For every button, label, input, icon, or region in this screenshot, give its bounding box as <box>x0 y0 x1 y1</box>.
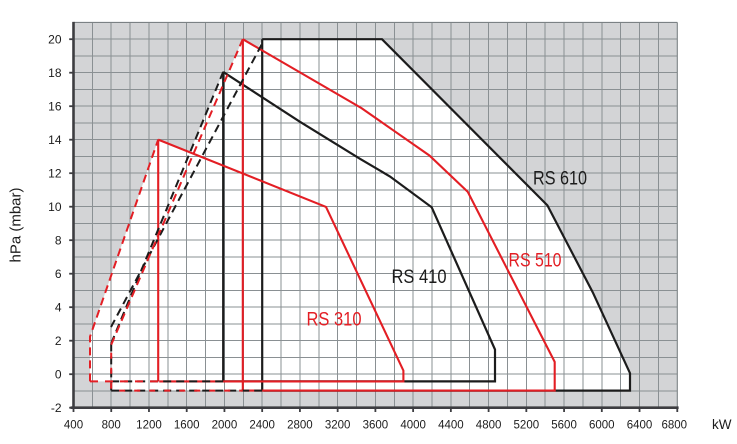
svg-text:-2: -2 <box>51 401 62 415</box>
svg-text:6: 6 <box>55 267 62 281</box>
svg-text:2400: 2400 <box>249 420 275 432</box>
svg-text:4: 4 <box>55 300 62 314</box>
svg-text:0: 0 <box>55 367 62 381</box>
svg-text:RS 310: RS 310 <box>307 310 362 331</box>
svg-text:6800: 6800 <box>662 420 688 432</box>
svg-text:5200: 5200 <box>514 420 540 432</box>
svg-text:400: 400 <box>64 420 83 432</box>
svg-text:5600: 5600 <box>551 420 577 432</box>
svg-text:800: 800 <box>102 420 121 432</box>
svg-text:20: 20 <box>48 32 62 46</box>
svg-text:10: 10 <box>48 200 62 214</box>
svg-text:6000: 6000 <box>589 420 615 432</box>
svg-text:2800: 2800 <box>287 420 313 432</box>
svg-text:6400: 6400 <box>627 420 653 432</box>
svg-text:4400: 4400 <box>438 420 464 432</box>
svg-text:2: 2 <box>55 334 62 348</box>
svg-text:4000: 4000 <box>400 420 426 432</box>
svg-text:16: 16 <box>48 99 62 113</box>
svg-text:hPa (mbar): hPa (mbar) <box>8 187 25 262</box>
svg-text:RS 410: RS 410 <box>392 267 447 288</box>
svg-text:14: 14 <box>48 133 62 147</box>
svg-text:4800: 4800 <box>476 420 502 432</box>
svg-text:1200: 1200 <box>136 420 162 432</box>
svg-text:2000: 2000 <box>212 420 238 432</box>
svg-text:18: 18 <box>48 66 62 80</box>
svg-text:8: 8 <box>55 233 62 247</box>
svg-text:kW: kW <box>712 417 732 432</box>
svg-text:RS 510: RS 510 <box>509 251 562 272</box>
svg-text:3200: 3200 <box>325 420 351 432</box>
svg-text:12: 12 <box>48 166 62 180</box>
svg-text:1600: 1600 <box>174 420 200 432</box>
svg-text:3600: 3600 <box>363 420 389 432</box>
svg-text:RS 610: RS 610 <box>533 169 587 190</box>
